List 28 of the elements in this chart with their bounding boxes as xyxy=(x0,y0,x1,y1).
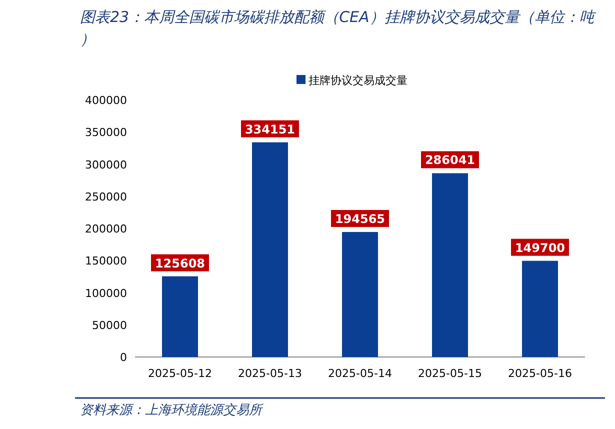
y-tick-label: 250000 xyxy=(85,190,127,204)
x-tick-label: 2025-05-16 xyxy=(508,367,572,380)
y-tick-label: 200000 xyxy=(85,222,127,236)
legend-label: 挂牌协议交易成交量 xyxy=(308,74,408,87)
x-tick-label: 2025-05-14 xyxy=(328,367,392,380)
text: 资料来源：上海环境能源交易所 xyxy=(80,402,264,418)
bar xyxy=(252,142,288,357)
y-tick-label: 50000 xyxy=(92,318,127,332)
y-tick-label: 150000 xyxy=(85,254,127,268)
bar xyxy=(162,276,198,357)
x-tick-label: 2025-05-13 xyxy=(238,367,302,380)
data-label: 286041 xyxy=(424,153,476,168)
bar xyxy=(522,260,558,357)
y-tick-label: 100000 xyxy=(85,286,127,300)
data-label: 125608 xyxy=(154,256,206,270)
y-tick-label: 350000 xyxy=(85,126,127,140)
x-tick-label: 2025-05-12 xyxy=(148,367,212,380)
data-label: 149700 xyxy=(514,240,566,255)
bar xyxy=(342,232,378,357)
bar xyxy=(432,173,468,357)
data-label: 334151 xyxy=(244,122,296,136)
y-tick-label: 300000 xyxy=(85,158,127,172)
data-label: 194565 xyxy=(334,212,386,226)
x-tick-label: 2025-05-15 xyxy=(418,367,482,380)
y-tick-label: 400000 xyxy=(85,94,127,107)
plot: 0 50000 100000 150000 200000 250000 300000 350000 400000 2025-05-12 2025-05-13 2025-05-14 2025-05-15 2025-05-16 125608 334151 194565 286041 149700 xyxy=(85,94,586,380)
y-tick-label: 0 xyxy=(120,351,127,364)
title: 图表23：本周全国碳市场碳排放配额（CEA）挂牌协议交易成交量（单位：吨） xyxy=(80,8,594,48)
